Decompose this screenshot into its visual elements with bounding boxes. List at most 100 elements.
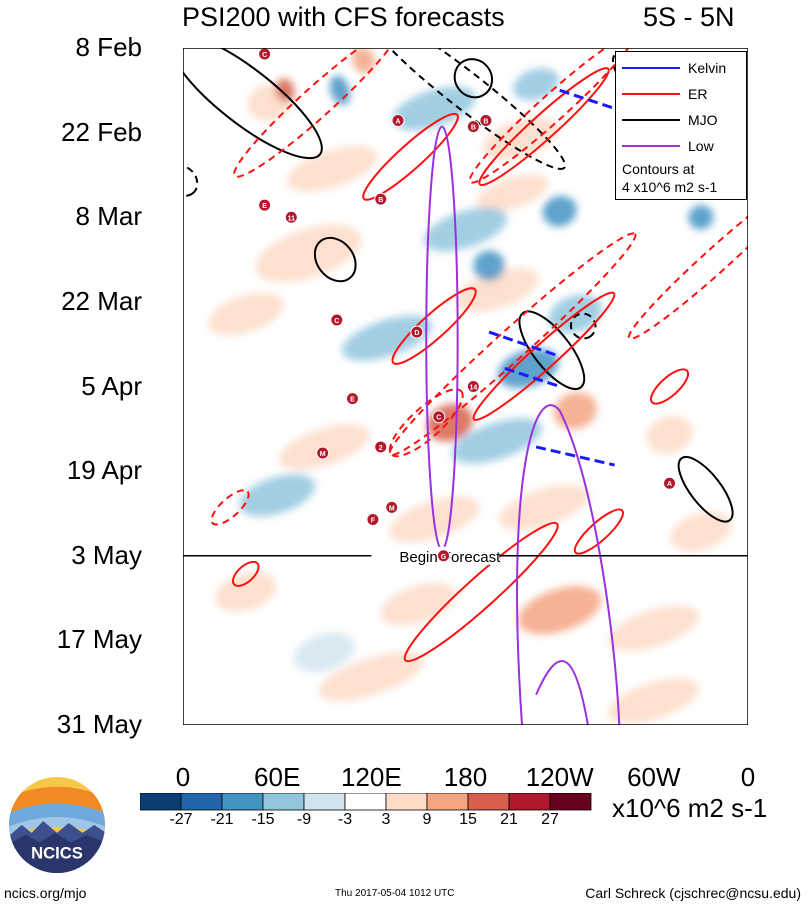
storm-marker-11: C bbox=[432, 410, 446, 424]
anomaly-shading-16 bbox=[208, 292, 284, 336]
x-tick-label: 120E bbox=[340, 762, 402, 792]
y-tick-label: 8 Feb bbox=[75, 32, 143, 62]
x-tick-label: 180 bbox=[443, 762, 488, 792]
colorbar-cell-2 bbox=[221, 793, 264, 811]
anomaly-shading-28 bbox=[215, 572, 277, 612]
legend-mjo-line bbox=[622, 119, 680, 121]
storm-marker-17: G bbox=[437, 549, 451, 563]
storm-marker-13: 2 bbox=[374, 440, 388, 454]
legend-note-line2: 4 x10^6 m2 s-1 bbox=[622, 179, 718, 195]
storm-label-13: 2 bbox=[379, 445, 383, 452]
mjo-contour-0 bbox=[183, 48, 323, 160]
y-tick-label: 19 Apr bbox=[66, 455, 142, 486]
er-contour-11 bbox=[468, 48, 635, 184]
colorbar-label: 3 bbox=[381, 811, 391, 828]
colorbar-label: -9 bbox=[296, 811, 312, 828]
anomaly-shading-5 bbox=[392, 86, 476, 131]
forecast-label-bg bbox=[371, 546, 500, 565]
anomaly-shading-21 bbox=[451, 418, 543, 464]
storm-marker-0: C bbox=[258, 48, 272, 61]
anomaly-shading-14 bbox=[688, 205, 714, 230]
colorbar-label: -3 bbox=[337, 811, 353, 828]
anomaly-shading-0 bbox=[352, 48, 375, 74]
storm-marker-3: B bbox=[479, 114, 493, 128]
storm-label-2: B bbox=[471, 125, 476, 132]
storm-label-12: M bbox=[320, 451, 326, 458]
legend-mjo-label: MJO bbox=[688, 112, 718, 128]
storm-label-15: F bbox=[371, 517, 376, 524]
storm-marker-14: M bbox=[385, 500, 399, 514]
forecast-label: Begin Forecast bbox=[399, 549, 501, 566]
storm-icon-15 bbox=[366, 512, 380, 526]
anomaly-shading-7 bbox=[476, 174, 549, 212]
legend-er-line bbox=[622, 93, 680, 95]
anomaly-shading-34 bbox=[293, 632, 355, 673]
colorbar-cell-5 bbox=[344, 793, 387, 811]
anomaly-shading-26 bbox=[498, 484, 590, 530]
colorbar-cell-8 bbox=[467, 793, 510, 811]
storm-icon-11 bbox=[432, 410, 446, 424]
storm-label-1: A bbox=[395, 119, 400, 126]
colorbar-cell-9 bbox=[508, 793, 551, 811]
mjo-contour-7 bbox=[569, 312, 597, 340]
anomaly-shading-27 bbox=[670, 511, 732, 552]
storm-icon-16 bbox=[663, 476, 677, 490]
anomaly-shading-17 bbox=[341, 315, 433, 361]
logo-text: NCICS bbox=[31, 843, 83, 862]
y-tick-label: 31 May bbox=[56, 709, 142, 739]
storm-label-0: C bbox=[262, 52, 267, 59]
mjo-contour-8 bbox=[677, 455, 734, 523]
colorbar-units: x10^6 m2 s-1 bbox=[612, 793, 768, 823]
x-tick-label: 120W bbox=[525, 762, 594, 792]
mjo-contour-3 bbox=[183, 165, 199, 197]
anomaly-shading-4 bbox=[286, 146, 378, 192]
storm-icon-13 bbox=[374, 440, 388, 454]
storm-label-4: E bbox=[262, 203, 267, 210]
storm-marker-12: M bbox=[316, 446, 330, 460]
er-contour-15 bbox=[388, 232, 637, 457]
y-tick-label: 8 Mar bbox=[75, 201, 142, 232]
mjo-contour-5 bbox=[313, 236, 357, 283]
storm-icon-1 bbox=[391, 114, 405, 128]
colorbar-label: 27 bbox=[541, 811, 559, 828]
storm-label-17: G bbox=[441, 554, 447, 561]
er-contour-20 bbox=[403, 521, 559, 663]
storm-icon-7 bbox=[330, 313, 344, 327]
footer-author: Carl Schreck (cjschrec@ncsu.edu) bbox=[585, 885, 801, 901]
er-contour-22 bbox=[231, 560, 260, 587]
legend-item-er: ER bbox=[622, 85, 707, 103]
kelvin-contour-0 bbox=[559, 88, 616, 110]
storm-icon-3 bbox=[479, 114, 493, 128]
legend-low-line bbox=[622, 145, 680, 147]
chart-title: PSI200 with CFS forecasts bbox=[182, 2, 505, 32]
legend-item-low: Low bbox=[622, 137, 714, 155]
colorbar-label: 9 bbox=[422, 811, 432, 828]
colorbar-cell-10 bbox=[549, 793, 592, 811]
anomaly-shading-18 bbox=[497, 348, 559, 389]
mjo-contour-4 bbox=[453, 58, 494, 99]
anomaly-shading-23 bbox=[646, 416, 693, 454]
chart-region: 5S - 5N bbox=[643, 2, 735, 32]
storm-marker-15: F bbox=[366, 512, 380, 526]
ncics-logo: NCICS bbox=[8, 776, 106, 874]
legend-er-label: ER bbox=[688, 86, 708, 102]
anomaly-shading-8 bbox=[513, 68, 559, 101]
y-tick-label: 22 Mar bbox=[61, 285, 142, 316]
y-tick-label: 22 Feb bbox=[61, 116, 142, 147]
mjo-contour-6 bbox=[518, 310, 586, 390]
storm-label-6: B bbox=[378, 197, 383, 204]
er-contour-10 bbox=[362, 112, 459, 201]
legend-note: Contours at 4 x10^6 m2 s-1 bbox=[622, 160, 717, 196]
colorbar-label: 21 bbox=[500, 811, 518, 828]
kelvin-contour-2 bbox=[504, 366, 561, 388]
legend: Kelvin ER MJO Low Contours at 4 x10^6 m2… bbox=[615, 51, 747, 200]
legend-kelvin-label: Kelvin bbox=[688, 60, 727, 76]
colorbar-cell-3 bbox=[262, 793, 305, 811]
storm-label-16: A bbox=[667, 481, 672, 488]
storm-label-10: E bbox=[350, 397, 355, 404]
anomaly-shading-6 bbox=[482, 117, 559, 160]
storm-marker-7: C bbox=[330, 313, 344, 327]
legend-low-label: Low bbox=[688, 138, 714, 154]
storm-marker-16: A bbox=[663, 476, 677, 490]
storm-marker-4: E bbox=[258, 198, 272, 212]
